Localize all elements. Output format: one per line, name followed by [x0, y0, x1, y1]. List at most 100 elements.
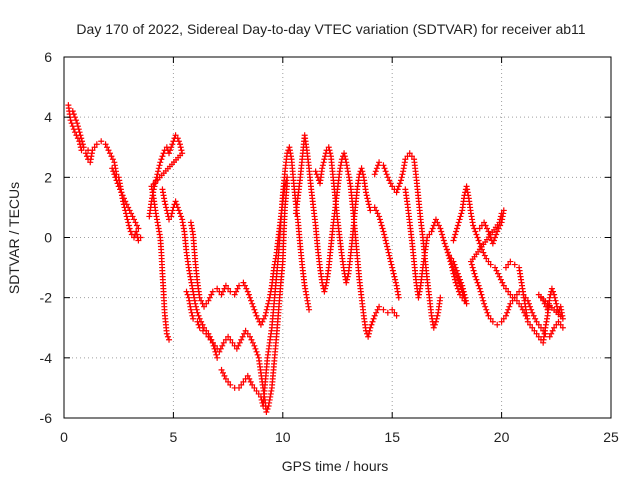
- data-point: [102, 141, 109, 148]
- data-point: [484, 225, 491, 232]
- data-point: [125, 222, 132, 229]
- data-point: [249, 381, 256, 388]
- data-point: [195, 312, 202, 319]
- data-point: [455, 219, 462, 226]
- data-point: [166, 336, 173, 343]
- data-point: [321, 288, 328, 295]
- data-point: [498, 318, 505, 325]
- data-point: [473, 231, 480, 238]
- data-point: [381, 231, 388, 238]
- data-point: [402, 156, 409, 163]
- data-point: [557, 321, 564, 328]
- data-point: [112, 174, 119, 181]
- data-point: [119, 192, 126, 199]
- data-point: [381, 165, 388, 172]
- data-point: [325, 144, 332, 151]
- chart-title: Day 170 of 2022, Sidereal Day-to-day VTE…: [76, 21, 585, 37]
- data-point: [470, 267, 477, 274]
- data-point: [548, 285, 555, 292]
- data-point: [450, 237, 457, 244]
- data-point: [541, 300, 548, 307]
- data-point: [391, 309, 398, 316]
- data-point: [196, 315, 203, 322]
- data-point: [205, 333, 212, 340]
- data-point: [98, 138, 105, 145]
- data-point: [374, 162, 381, 169]
- data-point: [259, 318, 266, 325]
- data-point: [366, 327, 373, 334]
- data-point: [108, 153, 115, 160]
- data-point: [430, 324, 437, 331]
- data-point: [481, 300, 488, 307]
- data-point: [531, 327, 538, 334]
- data-point: [213, 351, 220, 358]
- data-point: [76, 129, 83, 136]
- data-point: [372, 168, 379, 175]
- data-point: [236, 282, 243, 289]
- data-point: [388, 261, 395, 268]
- y-tick-label: 2: [44, 169, 52, 185]
- data-point: [265, 297, 272, 304]
- data-point: [494, 321, 501, 328]
- data-point: [203, 330, 210, 337]
- data-point: [169, 207, 176, 214]
- data-point: [373, 165, 380, 172]
- data-point: [117, 186, 124, 193]
- data-point: [219, 288, 226, 295]
- data-point: [371, 171, 378, 178]
- data-point: [453, 282, 460, 289]
- data-point: [174, 135, 181, 142]
- data-point: [244, 288, 251, 295]
- data-point: [551, 324, 558, 331]
- data-point: [77, 132, 84, 139]
- data-point: [472, 273, 479, 280]
- data-point: [390, 270, 397, 277]
- data-point: [168, 210, 175, 217]
- data-point: [389, 183, 396, 190]
- data-point: [249, 300, 256, 307]
- data-point: [175, 138, 182, 145]
- y-tick-label: 0: [44, 230, 52, 246]
- data-point: [320, 159, 327, 166]
- data-point: [385, 249, 392, 256]
- data-point: [480, 249, 487, 256]
- data-point: [463, 300, 470, 307]
- data-point: [263, 306, 270, 313]
- data-point: [159, 153, 166, 160]
- data-point: [489, 318, 496, 325]
- data-point: [133, 228, 140, 235]
- data-point: [227, 288, 234, 295]
- data-point: [494, 228, 501, 235]
- data-point: [381, 234, 388, 241]
- data-point: [248, 297, 255, 304]
- data-point: [535, 291, 542, 298]
- data-point: [135, 225, 142, 232]
- data-point: [379, 225, 386, 232]
- data-point: [105, 147, 112, 154]
- data-point: [455, 288, 462, 295]
- data-point: [432, 216, 439, 223]
- data-point: [322, 285, 329, 292]
- data-point: [507, 258, 514, 265]
- data-point: [546, 294, 553, 301]
- data-point: [168, 144, 175, 151]
- data-point: [233, 288, 240, 295]
- data-point: [244, 330, 251, 337]
- data-point: [222, 282, 229, 289]
- data-point: [218, 291, 225, 298]
- data-point: [178, 147, 185, 154]
- data-point: [126, 225, 133, 232]
- data-point: [172, 132, 179, 139]
- data-point: [363, 192, 370, 199]
- data-point: [176, 141, 183, 148]
- x-tick-label: 0: [60, 429, 68, 445]
- data-point: [393, 312, 400, 319]
- data-point: [471, 270, 478, 277]
- data-point: [169, 141, 176, 148]
- data-point: [469, 264, 476, 271]
- data-point: [485, 312, 492, 319]
- data-point: [428, 228, 435, 235]
- data-point: [236, 339, 243, 346]
- data-point: [321, 156, 328, 163]
